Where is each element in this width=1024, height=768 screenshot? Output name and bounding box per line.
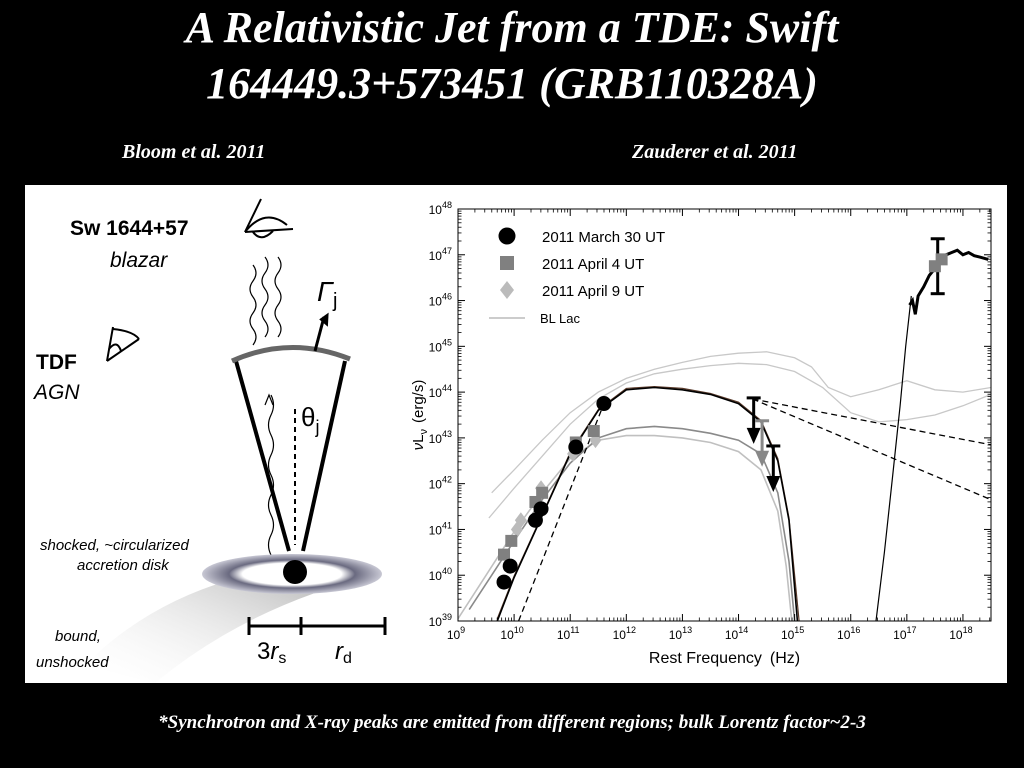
y-tick-label: 1045 bbox=[429, 337, 452, 354]
data-point-square bbox=[498, 548, 511, 561]
source-type-label: blazar bbox=[110, 249, 168, 272]
jet-diagram: Sw 1644+57 blazar TDF AGN Γj θj bbox=[32, 198, 387, 683]
legend-label: 2011 April 9 UT bbox=[542, 283, 644, 300]
x-axis-label: Rest Frequency (Hz) bbox=[649, 650, 800, 667]
x-tick-label: 1018 bbox=[949, 625, 972, 642]
y-tick-label: 1039 bbox=[429, 612, 452, 629]
source-name-label: Sw 1644+57 bbox=[70, 217, 189, 240]
legend-label: BL Lac bbox=[540, 311, 580, 326]
citation-left: Bloom et al. 2011 bbox=[122, 141, 266, 163]
lorentz-arrow bbox=[313, 316, 326, 352]
x-tick-label: 109 bbox=[447, 625, 465, 642]
shock-front bbox=[230, 345, 351, 364]
gamma-symbol: Γj bbox=[317, 276, 337, 312]
eye-icon bbox=[106, 326, 140, 362]
curve-dashed bbox=[752, 398, 991, 501]
bound-label-line-2: unshocked bbox=[36, 654, 109, 671]
wavy-emission bbox=[261, 256, 269, 338]
footnote: *Synchrotron and X-ray peaks are emitted… bbox=[158, 712, 866, 733]
y-tick-label: 1047 bbox=[429, 246, 452, 263]
title-line-1: A Relativistic Jet from a TDE: Swift bbox=[185, 3, 839, 52]
wavy-emission bbox=[249, 264, 257, 346]
agn-label: AGN bbox=[32, 381, 80, 404]
wavy-emission bbox=[267, 394, 275, 576]
x-tick-label: 1012 bbox=[613, 625, 636, 642]
curve-xray-data bbox=[908, 248, 989, 315]
curve-bllac bbox=[488, 362, 991, 519]
data-point-circle bbox=[527, 512, 543, 528]
rd-label: rd bbox=[335, 638, 352, 667]
x-tick-label: 1010 bbox=[500, 625, 523, 642]
curve-bllac bbox=[491, 351, 991, 494]
black-hole bbox=[283, 560, 307, 584]
wavy-emission bbox=[274, 256, 282, 338]
upper-limit-arrow bbox=[746, 427, 761, 444]
y-tick-label: 1044 bbox=[429, 383, 452, 400]
legend-marker-circle bbox=[498, 227, 516, 245]
y-axis-label: νLν(erg/s) bbox=[410, 380, 430, 451]
y-tick-label: 1040 bbox=[429, 566, 452, 583]
y-tick-label: 1041 bbox=[429, 520, 452, 537]
emission-arrow bbox=[264, 393, 274, 406]
x-tick-label: 1017 bbox=[893, 625, 916, 642]
legend-marker-square bbox=[500, 256, 514, 270]
disk-label-line-2: accretion disk bbox=[77, 557, 170, 574]
data-point-square bbox=[505, 534, 518, 547]
upper-limit-arrow bbox=[766, 475, 781, 492]
curve-dashed bbox=[517, 403, 605, 621]
x-tick-label: 1016 bbox=[837, 625, 860, 642]
data-point-circle bbox=[496, 574, 512, 590]
slide-title: A Relativistic Jet from a TDE: Swift 164… bbox=[0, 0, 1024, 112]
data-point-circle bbox=[502, 558, 518, 574]
data-point-circle bbox=[596, 396, 612, 412]
data-point-square bbox=[935, 253, 948, 266]
lorentz-arrowhead bbox=[319, 312, 329, 327]
jet-cone-left bbox=[234, 360, 291, 552]
disk-label-line-1: shocked, ~circularized bbox=[40, 537, 189, 554]
axes: 109 1010 1011 1012 1013 1014 1015 1016 1017 1018 1… bbox=[429, 200, 991, 642]
eye-icon bbox=[244, 198, 294, 239]
x-tick-label: 1011 bbox=[557, 625, 580, 642]
theta-symbol: θj bbox=[301, 402, 319, 437]
plot-area bbox=[458, 237, 991, 621]
y-tick-label: 1042 bbox=[429, 475, 452, 492]
rs-label: 3rs bbox=[257, 638, 286, 667]
citation-right: Zauderer et al. 2011 bbox=[632, 141, 798, 163]
data-point-diamond bbox=[514, 512, 527, 529]
x-tick-label: 1015 bbox=[781, 625, 804, 642]
bound-label-line-1: bound, bbox=[55, 628, 101, 645]
legend-marker-diamond bbox=[500, 281, 514, 299]
curve-dashed bbox=[752, 398, 991, 446]
bound-stream-shape bbox=[85, 580, 315, 683]
curve-xray-steep bbox=[875, 295, 912, 621]
data-point-circle bbox=[533, 501, 549, 517]
radius-scale-bar bbox=[247, 617, 387, 635]
y-tick-label: 1048 bbox=[429, 200, 452, 217]
jet-cone-right bbox=[301, 360, 347, 552]
y-tick-label: 1043 bbox=[429, 429, 452, 446]
sed-chart: 109 1010 1011 1012 1013 1014 1015 1016 1017 1018 1… bbox=[410, 200, 992, 667]
tdf-label: TDF bbox=[36, 351, 77, 374]
upper-limit-arrow bbox=[755, 450, 770, 467]
x-tick-label: 1013 bbox=[669, 625, 692, 642]
legend-label: 2011 March 30 UT bbox=[542, 229, 665, 246]
jet-diagram-panel: Sw 1644+57 blazar TDF AGN Γj θj bbox=[25, 185, 455, 683]
legend-label: 2011 April 4 UT bbox=[542, 256, 644, 273]
data-point-square bbox=[536, 486, 549, 499]
plot-content bbox=[458, 237, 991, 621]
title-line-2: 164449.3+573451 (GRB110328A) bbox=[206, 59, 818, 108]
sed-chart-panel: 109 1010 1011 1012 1013 1014 1015 1016 1017 1018 1… bbox=[407, 185, 1007, 683]
x-tick-label: 1014 bbox=[725, 625, 748, 642]
legend: 2011 March 30 UT 2011 April 4 UT 2011 Apri… bbox=[489, 227, 665, 326]
data-point-circle bbox=[568, 439, 584, 455]
data-point-square bbox=[587, 425, 600, 438]
y-tick-label: 1046 bbox=[429, 292, 452, 309]
plot-frame bbox=[457, 208, 992, 622]
